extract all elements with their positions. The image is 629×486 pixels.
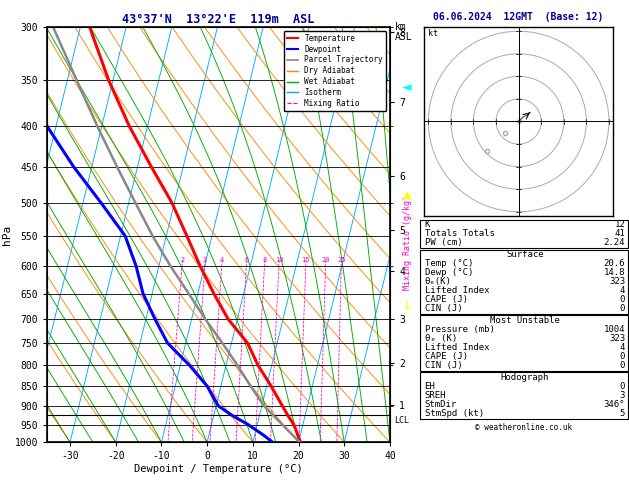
Text: θₑ(K): θₑ(K) [425, 277, 452, 286]
Text: Pressure (mb): Pressure (mb) [425, 325, 494, 334]
Text: Totals Totals: Totals Totals [425, 229, 494, 238]
Text: 4: 4 [620, 343, 625, 352]
Text: 14.8: 14.8 [604, 268, 625, 277]
Text: Temp (°C): Temp (°C) [425, 259, 473, 268]
Text: CIN (J): CIN (J) [425, 304, 462, 313]
Y-axis label: hPa: hPa [2, 225, 12, 244]
Text: 0: 0 [620, 295, 625, 304]
Text: 2: 2 [180, 257, 184, 263]
Text: 4: 4 [620, 286, 625, 295]
Text: 12: 12 [615, 220, 625, 229]
Text: ◄: ◄ [402, 81, 412, 94]
Text: EH: EH [425, 382, 435, 391]
Text: Surface: Surface [506, 250, 543, 259]
Text: 1004: 1004 [604, 325, 625, 334]
Text: 4: 4 [220, 257, 224, 263]
Text: 2.24: 2.24 [604, 238, 625, 247]
Legend: Temperature, Dewpoint, Parcel Trajectory, Dry Adiabat, Wet Adiabat, Isotherm, Mi: Temperature, Dewpoint, Parcel Trajectory… [284, 31, 386, 111]
Text: 20: 20 [321, 257, 330, 263]
Text: CIN (J): CIN (J) [425, 361, 462, 370]
Text: 0: 0 [620, 361, 625, 370]
Text: 06.06.2024  12GMT  (Base: 12): 06.06.2024 12GMT (Base: 12) [433, 12, 603, 22]
Text: CAPE (J): CAPE (J) [425, 295, 467, 304]
Text: 6: 6 [245, 257, 248, 263]
Text: 0: 0 [620, 382, 625, 391]
Text: Hodograph: Hodograph [501, 373, 549, 382]
Text: km: km [395, 22, 407, 32]
Text: ▲: ▲ [403, 190, 411, 199]
Text: Most Unstable: Most Unstable [490, 316, 560, 325]
Text: θₑ (K): θₑ (K) [425, 334, 457, 343]
Text: SREH: SREH [425, 391, 446, 400]
Text: 20.6: 20.6 [604, 259, 625, 268]
Text: 3: 3 [203, 257, 207, 263]
Text: PW (cm): PW (cm) [425, 238, 462, 247]
Title: 43°37'N  13°22'E  119m  ASL: 43°37'N 13°22'E 119m ASL [123, 13, 314, 26]
Text: 41: 41 [615, 229, 625, 238]
Text: Lifted Index: Lifted Index [425, 286, 489, 295]
Text: 323: 323 [609, 277, 625, 286]
Text: CAPE (J): CAPE (J) [425, 352, 467, 361]
Text: 5: 5 [620, 409, 625, 418]
Text: Dewp (°C): Dewp (°C) [425, 268, 473, 277]
Text: K: K [425, 220, 430, 229]
Text: LCL: LCL [394, 416, 409, 425]
Text: Mixing Ratio (g/kg): Mixing Ratio (g/kg) [403, 195, 412, 291]
Text: 323: 323 [609, 334, 625, 343]
Text: StmSpd (kt): StmSpd (kt) [425, 409, 484, 418]
Text: ASL: ASL [395, 32, 413, 42]
Text: © weatheronline.co.uk: © weatheronline.co.uk [475, 422, 572, 432]
Text: 346°: 346° [604, 399, 625, 409]
Text: 15: 15 [302, 257, 310, 263]
Text: 10: 10 [275, 257, 283, 263]
X-axis label: Dewpoint / Temperature (°C): Dewpoint / Temperature (°C) [134, 464, 303, 474]
Text: 0: 0 [620, 304, 625, 313]
Text: Lifted Index: Lifted Index [425, 343, 489, 352]
Text: 0: 0 [620, 352, 625, 361]
Text: 3: 3 [620, 391, 625, 400]
Text: kt: kt [428, 29, 438, 38]
Text: 8: 8 [262, 257, 267, 263]
Text: StmDir: StmDir [425, 399, 457, 409]
Text: 25: 25 [337, 257, 345, 263]
Text: ↓: ↓ [402, 300, 412, 312]
